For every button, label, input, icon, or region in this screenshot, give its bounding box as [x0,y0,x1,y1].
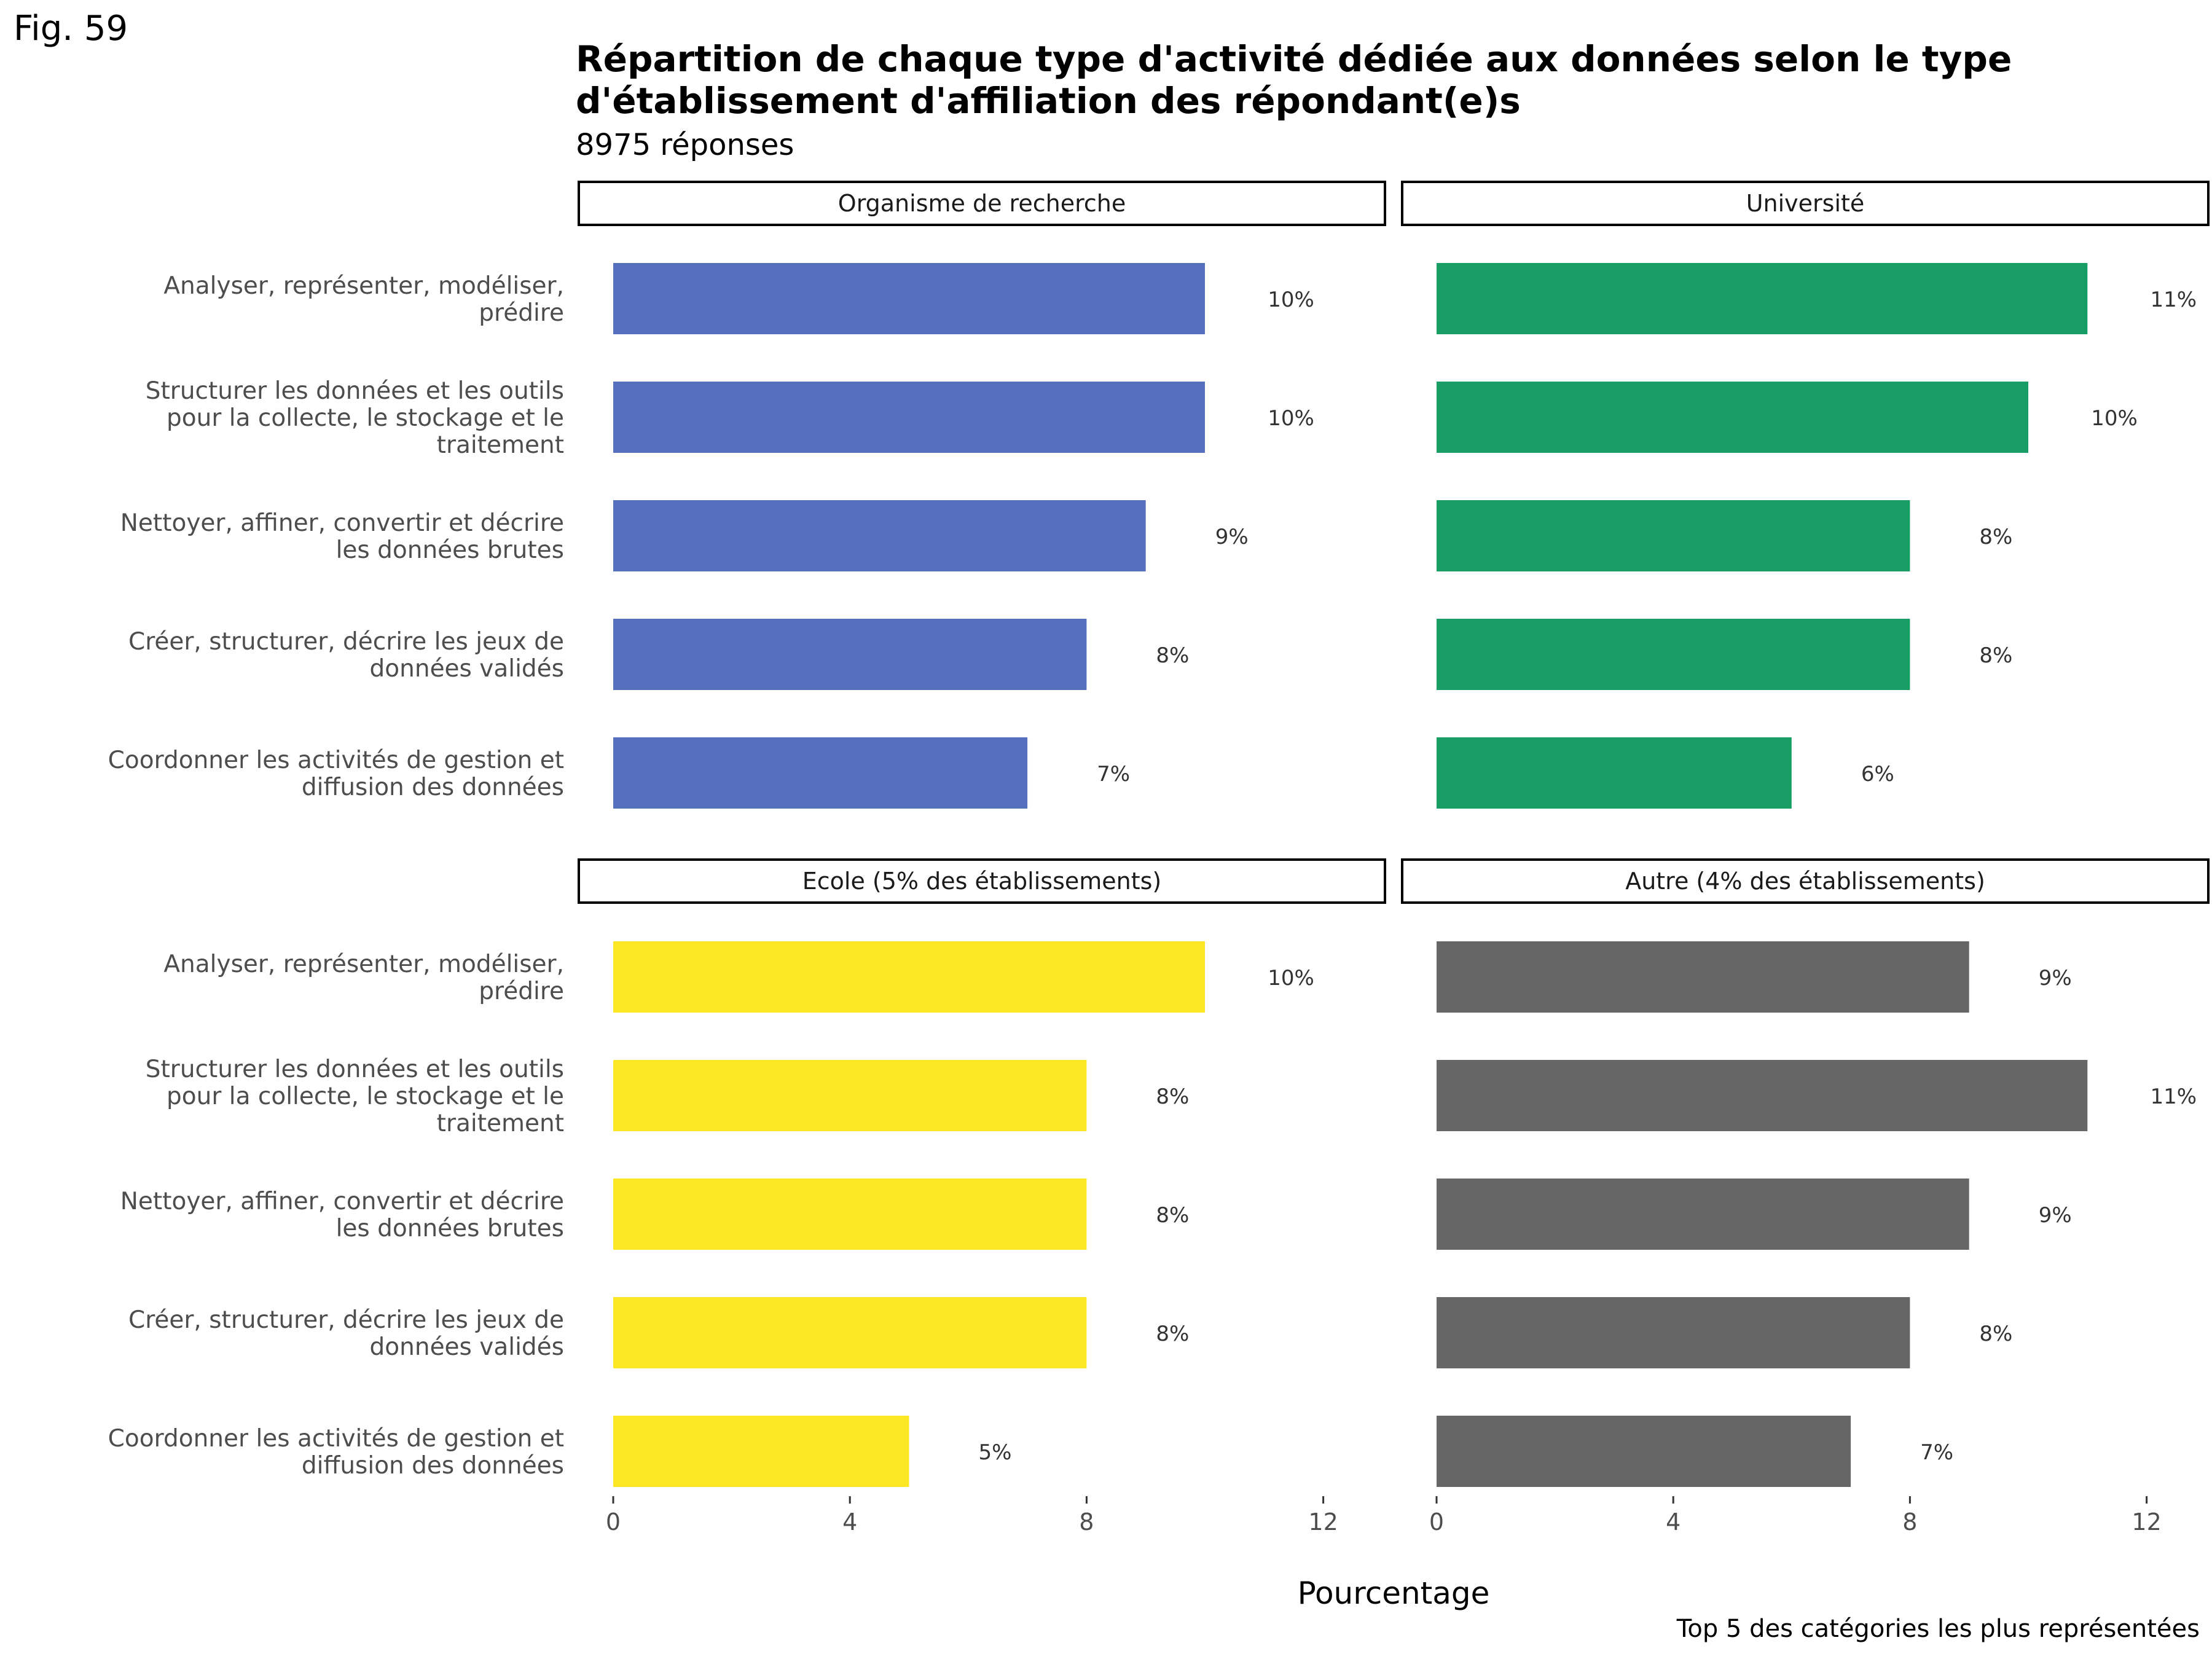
bar-value-label: 9% [2039,966,2072,990]
bar [1437,1297,1910,1368]
bar-value-label: 10% [1268,406,1314,431]
facet-strip [1401,181,2210,226]
x-tick-label: 8 [1902,1508,1917,1535]
chart-caption: Top 5 des catégories les plus représenté… [1676,1615,2200,1643]
bar-value-label: 8% [1156,1322,1189,1346]
bar-value-label: 8% [1979,643,2012,668]
bar-value-label: 9% [1215,525,1249,549]
bar [613,500,1146,571]
bar [613,941,1205,1013]
facet-strip-label: Autre (4% des établissements) [1625,868,1985,895]
bar-value-label: 8% [1156,1203,1189,1228]
facet-strip-label: Université [1746,190,1865,217]
x-tick-label: 4 [1666,1508,1681,1535]
x-tick-label: 12 [2132,1508,2161,1535]
bar [613,1297,1087,1368]
bar-value-label: 7% [1920,1440,1953,1465]
bar-value-label: 5% [979,1440,1012,1465]
category-label: Nettoyer, affiner, convertir et décrire l… [120,1188,564,1242]
bar [1437,941,1969,1013]
bar-value-label: 8% [1979,525,2012,549]
category-label: Structurer les données et les outils pour… [146,377,564,459]
category-label: Analyser, représenter, modéliser, prédire [163,272,564,327]
x-tick-label: 4 [842,1508,857,1535]
category-label: Nettoyer, affiner, convertir et décrire l… [120,509,564,564]
category-label: Coordonner les activités de gestion et di… [108,1425,564,1480]
x-axis-title: Pourcentage [1298,1575,1490,1611]
x-tick-label: 0 [606,1508,621,1535]
bar-value-label: 8% [1979,1322,2012,1346]
bar-value-label: 11% [2151,288,2197,312]
bar-value-label: 10% [1268,288,1314,312]
category-label: Coordonner les activités de gestion et di… [108,747,564,801]
bar [1437,1416,1851,1487]
bar-value-label: 9% [2039,1203,2072,1228]
bar-value-label: 8% [1156,1084,1189,1109]
bar [613,263,1205,334]
bar [613,1179,1087,1250]
bar [1437,1179,1969,1250]
bar [1437,1060,2088,1131]
bar-value-label: 11% [2151,1084,2197,1109]
category-label: Créer, structurer, décrire les jeux de do… [128,628,564,683]
bar [1437,382,2028,453]
bar-value-label: 7% [1097,762,1130,786]
bar-value-label: 10% [1268,966,1314,990]
chart-title: Répartition de chaque type d'activité dé… [576,38,2012,122]
facet-strip [578,858,1386,904]
bar [613,1060,1087,1131]
bar [1437,737,1792,809]
facet-strip [1401,858,2210,904]
bar [1437,500,1910,571]
bar-value-label: 8% [1156,643,1189,668]
bar-value-label: 6% [1861,762,1894,786]
bar [1437,619,1910,690]
category-label: Créer, structurer, décrire les jeux de do… [128,1306,564,1361]
bar [613,1416,909,1487]
bar-value-label: 10% [2091,406,2138,431]
facet-strip-label: Ecole (5% des établissements) [802,868,1162,895]
facet-strip [578,181,1386,226]
bar [613,619,1087,690]
category-label: Structurer les données et les outils pour… [146,1056,564,1137]
category-label: Analyser, représenter, modéliser, prédire [163,951,564,1005]
chart-subtitle: 8975 réponses [576,128,794,162]
bar [613,382,1205,453]
x-tick-label: 12 [1308,1508,1338,1535]
x-tick-label: 8 [1079,1508,1094,1535]
facet-strip-label: Organisme de recherche [838,190,1126,217]
figure-label: Fig. 59 [14,9,128,49]
x-tick-label: 0 [1429,1508,1444,1535]
bar [1437,263,2088,334]
bar [613,737,1028,809]
